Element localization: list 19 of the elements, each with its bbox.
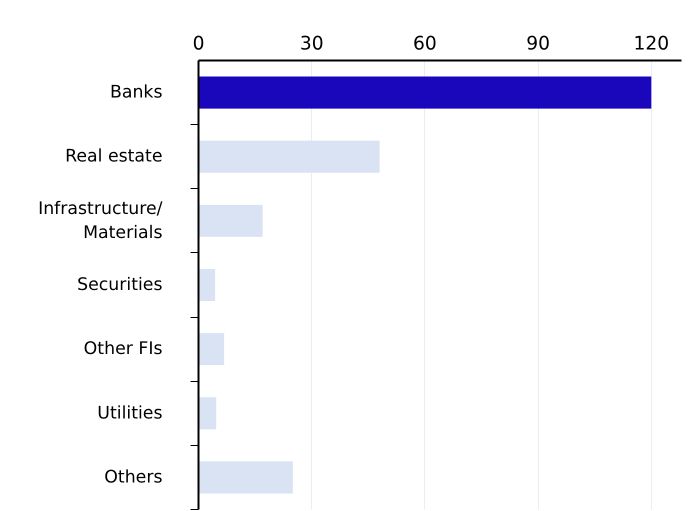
y-tick-label: Other FIs xyxy=(84,339,163,360)
x-tick-label: 120 xyxy=(634,34,670,54)
y-tick-label: Banks xyxy=(110,82,163,103)
bar xyxy=(198,204,263,237)
y-tick-label: Real estate xyxy=(65,146,162,167)
bar xyxy=(198,140,380,173)
bar xyxy=(198,461,293,494)
bar xyxy=(198,397,216,430)
x-tick-label: 60 xyxy=(413,34,437,54)
y-tick-label: Others xyxy=(104,467,163,488)
x-tick-label: 0 xyxy=(192,34,204,54)
bar xyxy=(198,268,216,302)
x-tick-label: 30 xyxy=(300,34,324,54)
y-tick-label: Utilities xyxy=(97,403,162,424)
x-tick-label: 90 xyxy=(526,34,550,54)
bar xyxy=(198,76,652,109)
bar xyxy=(198,333,224,366)
y-tick-label: Infrastructure/ Materials xyxy=(38,198,163,243)
y-tick-label: Securities xyxy=(77,275,162,295)
